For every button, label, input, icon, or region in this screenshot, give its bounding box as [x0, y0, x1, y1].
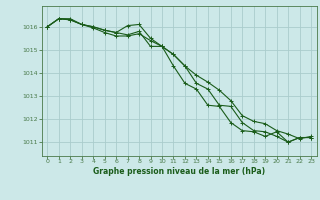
X-axis label: Graphe pression niveau de la mer (hPa): Graphe pression niveau de la mer (hPa)	[93, 167, 265, 176]
